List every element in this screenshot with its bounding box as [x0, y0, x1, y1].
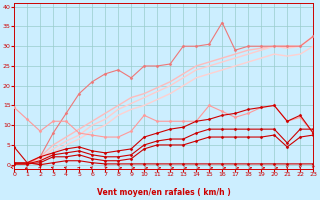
- X-axis label: Vent moyen/en rafales ( km/h ): Vent moyen/en rafales ( km/h ): [97, 188, 230, 197]
